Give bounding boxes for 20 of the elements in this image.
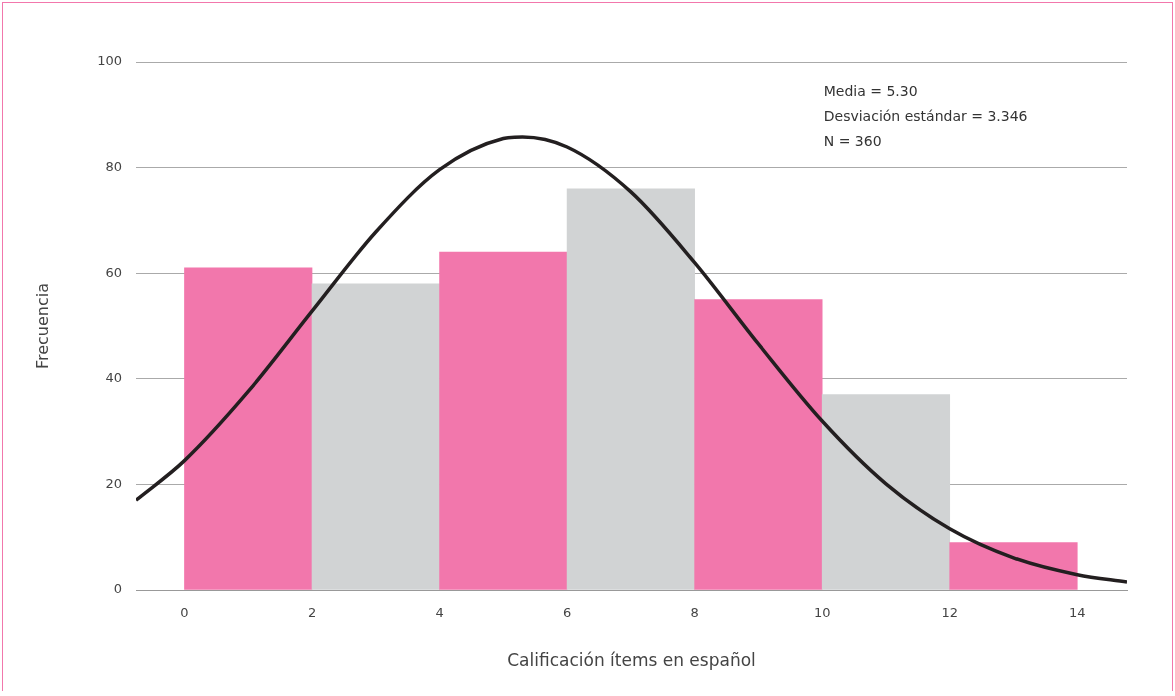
annotation: Desviación estándar = 3.346 — [823, 107, 1028, 124]
x-axis-title: Calificación ítems en español — [507, 650, 756, 671]
annotation: Media = 5.30 — [823, 82, 918, 99]
x-tick-label: 4 — [435, 605, 444, 621]
y-tick-label: 100 — [97, 53, 123, 69]
x-tick-label: 10 — [813, 605, 831, 621]
line-series — [136, 135, 1127, 584]
y-tick-label: 80 — [105, 158, 123, 174]
annotation: N = 360 — [823, 132, 882, 149]
x-tick-label: 14 — [1068, 605, 1086, 621]
x-tick-label: 8 — [690, 605, 699, 621]
y-tick-label: 60 — [105, 264, 123, 280]
y-tick-label: 20 — [105, 475, 123, 491]
y-tick-label: 40 — [105, 370, 123, 386]
y-tick-label: 0 — [113, 581, 123, 597]
x-tick-label: 2 — [307, 605, 317, 621]
x-tick-label: 0 — [180, 605, 189, 621]
y-axis-title: Frecuencia — [32, 282, 52, 370]
x-tick-label: 12 — [941, 605, 958, 621]
x-tick-label: 6 — [562, 605, 572, 621]
